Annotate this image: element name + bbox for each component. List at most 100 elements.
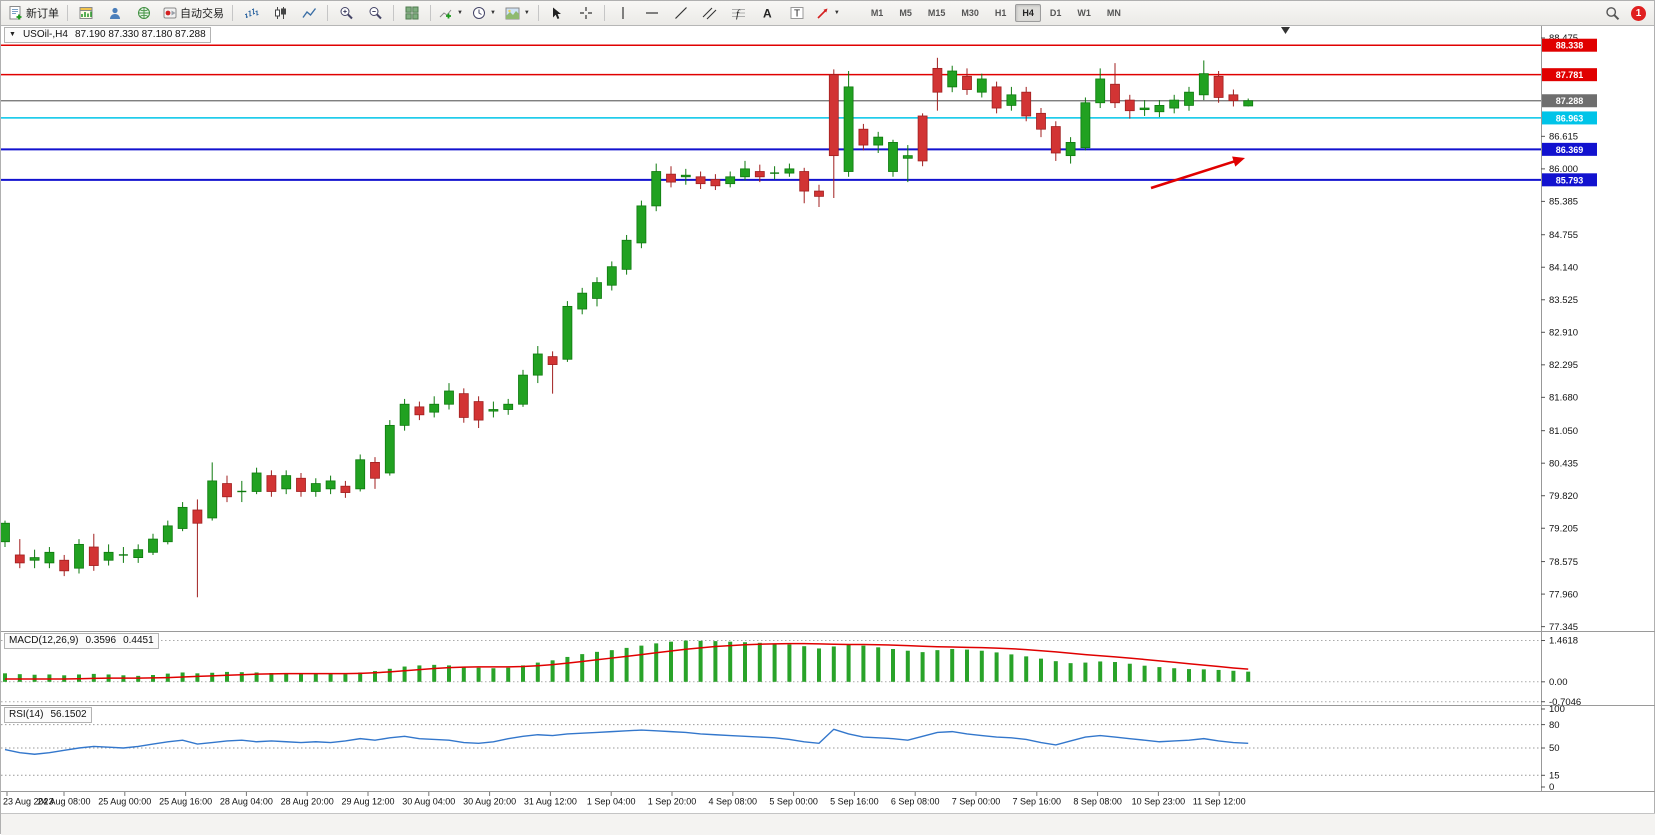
svg-text:79.205: 79.205 <box>1549 523 1578 534</box>
new-order-label: 新订单 <box>26 8 59 20</box>
text-tool-button[interactable]: A <box>754 2 782 24</box>
svg-text:A: A <box>763 7 772 21</box>
svg-text:83.525: 83.525 <box>1549 295 1578 306</box>
price-axis[interactable]: 88.475 86.615 86.000 85.385 84.755 84.140 83.5… <box>1541 33 1578 633</box>
trendline-tool-button[interactable] <box>667 2 695 24</box>
candlestick-chart-button[interactable] <box>266 2 294 24</box>
svg-text:24 Aug 08:00: 24 Aug 08:00 <box>37 797 90 807</box>
arrows-tool-button[interactable]: ▼ <box>812 2 844 24</box>
zoom-in-button[interactable] <box>332 2 360 24</box>
tile-windows-button[interactable] <box>398 2 426 24</box>
search-icon <box>1605 6 1619 20</box>
svg-text:7 Sep 00:00: 7 Sep 00:00 <box>952 797 1001 807</box>
svg-text:7 Sep 16:00: 7 Sep 16:00 <box>1013 797 1062 807</box>
add-indicator-button[interactable]: ▼ <box>435 2 467 24</box>
timeframe-button-d1[interactable]: D1 <box>1049 8 1062 18</box>
timeframe-button-m15[interactable]: M15 <box>927 8 946 18</box>
arrow-annotation[interactable] <box>1150 156 1245 190</box>
crosshair-tool-button[interactable] <box>572 2 600 24</box>
text-icon: A <box>763 7 772 21</box>
svg-text:f: f <box>736 8 741 20</box>
notification-badge[interactable]: 1 <box>1631 5 1646 21</box>
new-order-icon <box>9 6 22 20</box>
label-tool-button[interactable]: T <box>783 2 811 24</box>
horizontal-lines[interactable] <box>1 44 1541 181</box>
cursor-tool-button[interactable] <box>543 2 571 24</box>
timeframe-button-m5[interactable]: M5 <box>899 8 912 18</box>
macd-label: MACD(12,26,9) 0.3596 0.4451 <box>4 633 159 649</box>
svg-text:88.338: 88.338 <box>1556 41 1584 51</box>
charts-window-icon <box>79 7 92 19</box>
svg-text:79.820: 79.820 <box>1549 491 1578 502</box>
svg-text:81.680: 81.680 <box>1549 393 1578 404</box>
price-badges: 88.338 87.781 87.288 86.963 86.369 85.793 <box>1542 38 1597 187</box>
svg-text:28 Aug 04:00: 28 Aug 04:00 <box>220 797 273 807</box>
svg-text:82.295: 82.295 <box>1549 360 1578 371</box>
period-button[interactable]: ▼ <box>468 2 500 24</box>
timeframe-button-m1[interactable]: M1 <box>870 8 884 18</box>
channel-tool-button[interactable] <box>696 2 724 24</box>
svg-text:10 Sep 23:00: 10 Sep 23:00 <box>1132 797 1186 807</box>
vertical-line-tool-button[interactable] <box>609 2 637 24</box>
bar-chart-button[interactable] <box>237 2 265 24</box>
rsi-panel: 100 80 50 150 <box>1 704 1565 793</box>
fibonacci-tool-button[interactable]: f <box>725 2 753 24</box>
timeframe-button-m30[interactable]: M30 <box>961 8 979 18</box>
vertical-line-icon <box>622 7 624 19</box>
charts-window-button[interactable] <box>72 2 100 24</box>
svg-text:77.960: 77.960 <box>1549 589 1578 600</box>
line-chart-button[interactable] <box>295 2 323 24</box>
svg-text:1.4618: 1.4618 <box>1549 636 1578 647</box>
notification-count: 1 <box>1635 7 1642 19</box>
timeframe-button-h1[interactable]: H1 <box>994 8 1007 18</box>
toolbar-separator <box>232 5 233 21</box>
cursor-icon <box>553 7 562 19</box>
svg-text:T: T <box>794 9 800 20</box>
horizontal-line-tool-button[interactable] <box>638 2 666 24</box>
navigator-button[interactable] <box>130 2 158 24</box>
timeframe-button-h4[interactable]: H4 <box>1015 4 1041 22</box>
svg-text:82.910: 82.910 <box>1549 327 1578 338</box>
channel-icon <box>702 7 717 20</box>
new-order-button[interactable]: 新订单 <box>5 2 63 24</box>
timeframe-button-mn[interactable]: MN <box>1106 8 1121 18</box>
chart-dropdown-icon[interactable]: ▼ <box>9 31 16 38</box>
market-watch-button[interactable] <box>101 2 129 24</box>
template-button[interactable]: ▼ <box>501 2 534 24</box>
toolbar-separator <box>393 5 394 21</box>
svg-text:87.781: 87.781 <box>1556 70 1584 80</box>
svg-text:29 Aug 12:00: 29 Aug 12:00 <box>341 797 394 807</box>
svg-text:88.475: 88.475 <box>1549 33 1578 44</box>
svg-text:84.755: 84.755 <box>1549 230 1578 241</box>
svg-text:100: 100 <box>1549 704 1565 715</box>
candlestick-chart-icon <box>274 7 286 19</box>
svg-text:86.963: 86.963 <box>1556 113 1584 123</box>
svg-text:77.345: 77.345 <box>1549 622 1578 633</box>
toolbar-separator <box>430 5 431 21</box>
timeframe-button-w1[interactable]: W1 <box>1077 8 1091 18</box>
svg-text:-0.7046: -0.7046 <box>1549 697 1581 708</box>
macd-panel: 1.4618 0.00 -0.7046 <box>1 636 1581 708</box>
chart-title: ▼ USOil-,H4 87.190 87.330 87.180 87.288 <box>4 27 211 43</box>
svg-text:85.793: 85.793 <box>1556 175 1584 185</box>
caret-down-icon: ▼ <box>457 10 463 16</box>
tile-windows-icon <box>405 6 419 20</box>
search-button[interactable] <box>1598 2 1626 24</box>
svg-text:25 Aug 00:00: 25 Aug 00:00 <box>98 797 151 807</box>
label-icon: T <box>790 7 804 20</box>
rsi-label: RSI(14) 56.1502 <box>4 707 92 723</box>
crosshair-icon <box>579 7 592 19</box>
macd-name: MACD(12,26,9) <box>9 635 79 646</box>
zoom-out-button[interactable] <box>361 2 389 24</box>
autotrading-button[interactable]: 自动交易 <box>159 2 228 24</box>
chart-ohlc-values: 87.190 87.330 87.180 87.288 <box>74 29 206 40</box>
toolbar-separator <box>327 5 328 21</box>
timeframe-toolbar: M1 M5 M15 M30 H1 H4 D1 W1 MN <box>863 4 1129 22</box>
caret-down-icon: ▼ <box>833 10 840 16</box>
toolbar-separator <box>537 5 539 21</box>
add-indicator-icon <box>439 9 452 19</box>
arrow-object-icon <box>817 8 828 19</box>
svg-text:86.000: 86.000 <box>1549 164 1578 175</box>
